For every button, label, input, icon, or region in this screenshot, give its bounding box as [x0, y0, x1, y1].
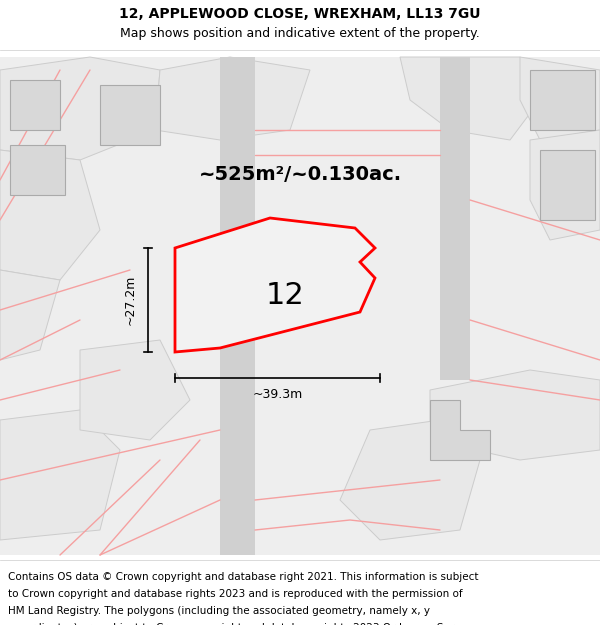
Polygon shape [440, 57, 470, 380]
Polygon shape [0, 270, 60, 360]
Polygon shape [0, 150, 100, 280]
Polygon shape [430, 370, 600, 460]
Polygon shape [530, 70, 595, 130]
Polygon shape [0, 57, 160, 160]
Polygon shape [0, 410, 120, 540]
Polygon shape [10, 145, 65, 195]
Text: 12, APPLEWOOD CLOSE, WREXHAM, LL13 7GU: 12, APPLEWOOD CLOSE, WREXHAM, LL13 7GU [119, 7, 481, 21]
Polygon shape [10, 80, 60, 130]
Text: ~39.3m: ~39.3m [253, 388, 302, 401]
Polygon shape [530, 130, 600, 240]
Polygon shape [340, 420, 480, 540]
Polygon shape [80, 340, 190, 440]
Polygon shape [100, 85, 160, 145]
Polygon shape [520, 57, 600, 140]
Polygon shape [430, 400, 490, 460]
Text: HM Land Registry. The polygons (including the associated geometry, namely x, y: HM Land Registry. The polygons (includin… [8, 606, 430, 616]
Text: ~525m²/~0.130ac.: ~525m²/~0.130ac. [199, 166, 401, 184]
Polygon shape [540, 150, 595, 220]
Text: Map shows position and indicative extent of the property.: Map shows position and indicative extent… [120, 28, 480, 41]
Text: 12: 12 [266, 281, 304, 309]
Polygon shape [155, 57, 310, 140]
Text: co-ordinates) are subject to Crown copyright and database rights 2023 Ordnance S: co-ordinates) are subject to Crown copyr… [8, 623, 473, 625]
Text: ~27.2m: ~27.2m [124, 275, 137, 325]
Polygon shape [400, 57, 540, 140]
Text: Contains OS data © Crown copyright and database right 2021. This information is : Contains OS data © Crown copyright and d… [8, 572, 479, 582]
Polygon shape [220, 57, 255, 555]
Text: to Crown copyright and database rights 2023 and is reproduced with the permissio: to Crown copyright and database rights 2… [8, 589, 463, 599]
Polygon shape [0, 57, 600, 555]
Polygon shape [175, 218, 375, 352]
